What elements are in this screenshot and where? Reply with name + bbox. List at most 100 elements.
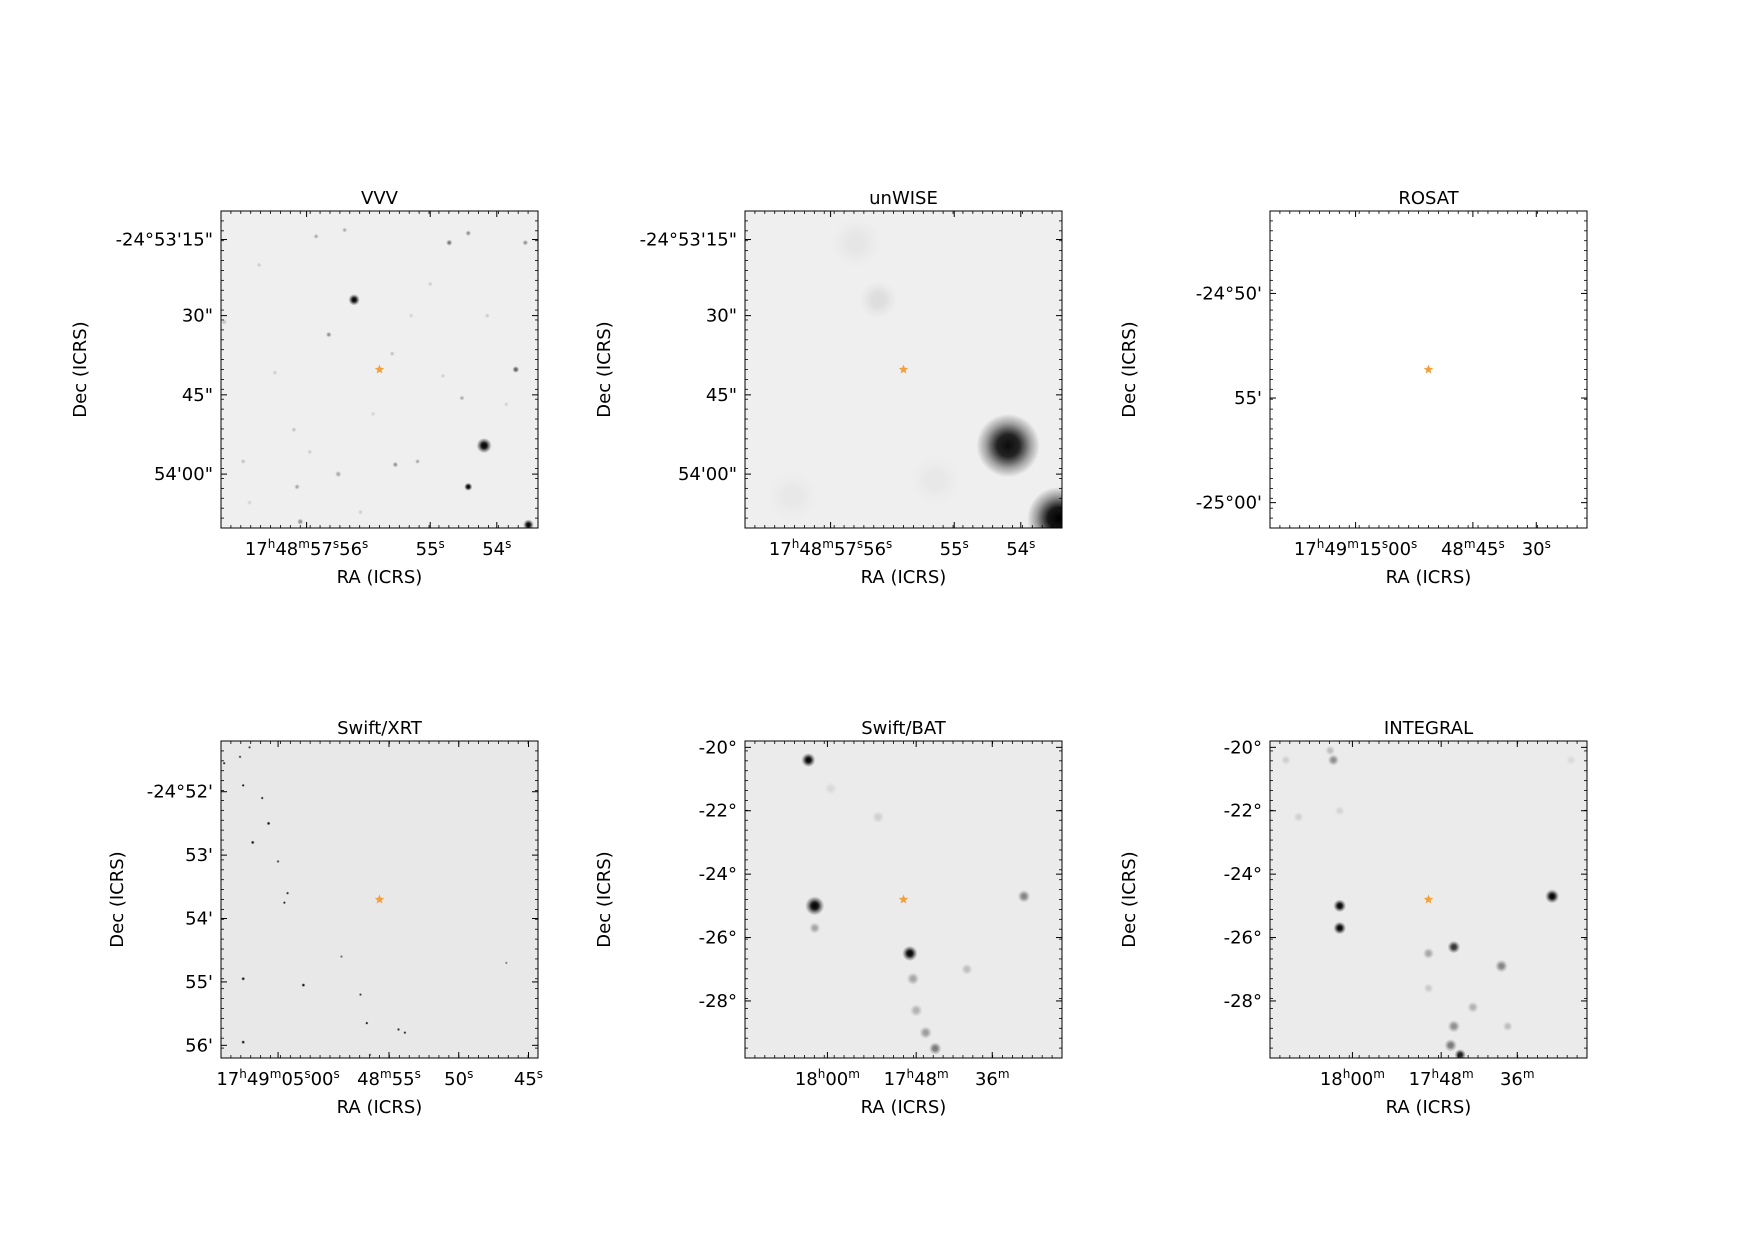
point-source bbox=[276, 859, 280, 864]
point-source bbox=[1447, 1019, 1461, 1033]
unwise-x-axis-label: RA (ICRS) bbox=[861, 567, 947, 588]
y-tick-label: 45" bbox=[706, 385, 737, 406]
point-source bbox=[403, 1031, 407, 1035]
point-source bbox=[830, 217, 882, 269]
y-tick-label: -22° bbox=[699, 801, 737, 822]
point-source bbox=[1027, 486, 1062, 528]
target-star-marker bbox=[1423, 364, 1434, 374]
point-source bbox=[291, 427, 297, 433]
point-source bbox=[365, 1021, 369, 1025]
y-tick-label: 55' bbox=[185, 972, 213, 993]
point-source bbox=[824, 782, 837, 795]
point-source bbox=[358, 993, 363, 997]
point-source bbox=[240, 458, 246, 464]
point-source bbox=[910, 455, 961, 506]
y-tick-label: -24° bbox=[1224, 864, 1262, 885]
x-tick-label: 48m55s bbox=[357, 1067, 421, 1090]
point-source bbox=[285, 891, 290, 895]
point-source bbox=[389, 351, 395, 357]
x-tick-label: 18h00m bbox=[1320, 1067, 1385, 1090]
target-star-marker bbox=[1423, 894, 1434, 904]
integral-sources bbox=[1280, 745, 1577, 1058]
unwise-title: unWISE bbox=[869, 188, 938, 209]
point-source bbox=[241, 976, 246, 981]
point-source bbox=[503, 401, 509, 407]
point-source bbox=[325, 331, 332, 338]
panel-rosat: ROSAT 17h49m15s00s 48m45s 30s -24°50' 55' -25°… bbox=[1119, 188, 1588, 588]
point-source bbox=[256, 262, 262, 268]
point-source bbox=[1325, 745, 1336, 756]
y-tick-label: -20° bbox=[699, 737, 737, 758]
swift-bat-title: Swift/BAT bbox=[861, 718, 947, 739]
point-source bbox=[928, 1042, 942, 1055]
point-source bbox=[464, 482, 473, 491]
x-tick-label: 45s bbox=[514, 1067, 543, 1090]
point-source bbox=[961, 963, 973, 975]
point-source bbox=[1280, 754, 1291, 766]
y-tick-label: -24°50' bbox=[1196, 283, 1262, 304]
vvv-title: VVV bbox=[361, 188, 399, 209]
y-tick-label: -20° bbox=[1224, 737, 1262, 758]
x-tick-label: 17h48m57s56s bbox=[245, 537, 368, 560]
target-star-marker bbox=[898, 364, 909, 374]
x-tick-label: 17h48m bbox=[884, 1067, 949, 1090]
point-source bbox=[282, 901, 286, 905]
point-source bbox=[1545, 889, 1560, 904]
point-source bbox=[301, 983, 306, 987]
vvv-minor-ticks bbox=[221, 211, 538, 528]
point-source bbox=[247, 745, 252, 749]
point-source bbox=[504, 961, 508, 965]
point-source bbox=[1447, 940, 1461, 954]
point-source bbox=[522, 239, 529, 246]
y-tick-label: -24°52' bbox=[147, 782, 213, 803]
point-source bbox=[221, 319, 228, 325]
panel-vvv: VVV 17h48m57s56s 55s 54s -24°53'15" 30" 45" 54'… bbox=[70, 188, 539, 588]
point-source bbox=[446, 239, 453, 246]
point-source bbox=[396, 1027, 401, 1032]
point-source bbox=[1017, 889, 1031, 903]
x-tick-label: 30s bbox=[1522, 537, 1551, 560]
panel-swift-bat: Swift/BAT 18h00m 17h48m 36m -20° -22° -24° -26°… bbox=[594, 718, 1063, 1118]
rosat-x-axis-label: RA (ICRS) bbox=[1386, 567, 1472, 588]
point-source bbox=[1566, 754, 1577, 766]
point-source bbox=[1454, 1049, 1466, 1058]
y-tick-label: 53' bbox=[185, 845, 213, 866]
y-tick-label: 30" bbox=[706, 306, 737, 327]
target-star-marker bbox=[898, 894, 909, 904]
point-source bbox=[1333, 899, 1347, 913]
panel-integral: INTEGRAL 18h00m 17h48m 36m -20° -22° -24° -26° -… bbox=[1119, 718, 1588, 1118]
y-tick-label: -25°00' bbox=[1196, 493, 1262, 514]
point-source bbox=[335, 470, 342, 478]
vvv-sources bbox=[221, 227, 534, 528]
y-tick-label: -24° bbox=[699, 864, 737, 885]
swift-xrt-x-axis-label: RA (ICRS) bbox=[337, 1097, 423, 1118]
point-source bbox=[313, 233, 319, 239]
x-tick-label: 36m bbox=[1500, 1067, 1535, 1090]
point-source bbox=[1423, 983, 1434, 994]
target-star-marker bbox=[374, 894, 385, 904]
point-source bbox=[465, 230, 472, 237]
point-source bbox=[1444, 1038, 1458, 1052]
point-source bbox=[512, 366, 520, 373]
swift-bat-sources bbox=[801, 753, 1031, 1055]
point-source bbox=[919, 1026, 933, 1039]
unwise-minor-ticks bbox=[745, 211, 1062, 528]
point-source bbox=[427, 281, 433, 287]
y-tick-label: -24°53'15" bbox=[640, 230, 737, 251]
point-source bbox=[357, 509, 364, 515]
x-tick-label: 48m45s bbox=[1441, 537, 1505, 560]
point-source bbox=[523, 519, 534, 528]
x-tick-label: 36m bbox=[975, 1067, 1010, 1090]
panel-unwise: unWISE 17h48m57s56s 55s 54s -24°53'15" 30" 45"… bbox=[594, 188, 1063, 588]
x-tick-label: 55s bbox=[416, 537, 445, 560]
point-source bbox=[1327, 754, 1340, 766]
point-source bbox=[250, 840, 255, 845]
y-tick-label: 55' bbox=[1234, 388, 1262, 409]
point-source bbox=[266, 821, 271, 826]
x-tick-label: 17h49m15s00s bbox=[1294, 537, 1417, 560]
point-source bbox=[976, 413, 1040, 478]
vvv-x-axis-label: RA (ICRS) bbox=[337, 567, 423, 588]
point-source bbox=[342, 227, 348, 233]
point-source bbox=[871, 810, 885, 824]
